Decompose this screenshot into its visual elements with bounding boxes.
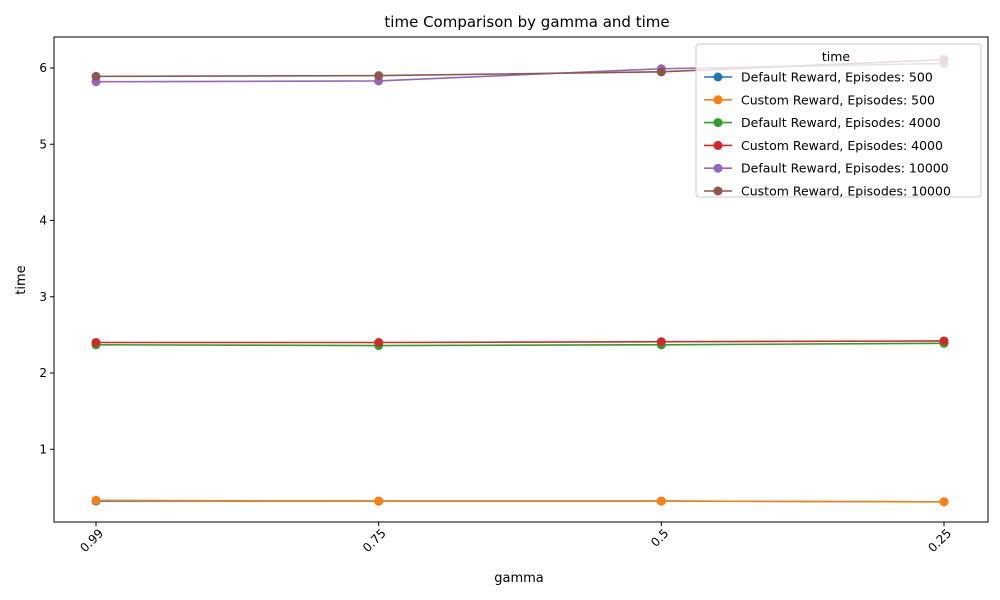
series-3 [91,338,949,351]
legend-swatch-marker [713,95,723,105]
legend-label: Default Reward, Episodes: 500 [741,70,933,85]
legend-swatch-marker [713,72,723,82]
data-point [374,338,384,347]
legend-swatch-marker [713,163,723,173]
x-tick-label: 0.75 [360,526,389,555]
data-point [91,495,101,505]
legend-box [695,43,982,198]
data-point [656,337,666,347]
legend-label: Default Reward, Episodes: 10000 [741,161,949,176]
data-point [939,336,949,346]
data-point [91,338,101,347]
y-tick-label: 2 [39,366,47,380]
plot-frame [53,36,989,523]
data-point [939,497,949,507]
y-axis: 1 2 3 4 5 6 [39,61,54,456]
legend-item: Default Reward, Episodes: 500 [704,70,933,85]
y-tick-label: 6 [39,61,47,75]
legend-item: Custom Reward, Episodes: 10000 [704,184,951,199]
legend-item: Custom Reward, Episodes: 4000 [704,138,943,153]
legend-title: time [822,49,851,64]
y-axis-label: time [14,265,29,294]
x-axis-label: gamma [494,571,544,586]
data-point [656,67,666,77]
x-tick-label: 0.5 [648,526,671,549]
series-line [96,340,945,344]
legend-item: Default Reward, Episodes: 4000 [704,115,941,130]
legend: time Default Reward, Episodes: 500 Custom… [695,43,982,199]
y-tick-label: 3 [39,290,47,304]
legend-swatch-marker [713,118,723,128]
y-tick-label: 4 [39,214,47,228]
data-point [374,496,384,506]
legend-swatch-marker [713,186,723,196]
y-tick-label: 1 [39,442,47,456]
x-tick-label: 0.99 [77,526,106,555]
y-tick-label: 5 [39,137,47,151]
legend-label: Default Reward, Episodes: 4000 [741,115,941,130]
chart-title: time Comparison by gamma and time [384,13,669,31]
data-point [656,496,666,506]
data-point [91,71,101,81]
series-line [95,499,945,503]
x-tick-label: 0.25 [925,526,954,555]
data-point [374,71,384,81]
x-axis: 0.99 0.75 0.5 0.25 [77,522,954,555]
legend-label: Custom Reward, Episodes: 10000 [741,184,951,199]
legend-item: Custom Reward, Episodes: 500 [704,92,935,107]
legend-items: Default Reward, Episodes: 500 Custom Rewa… [704,70,951,199]
series-2 [91,495,949,507]
series-4 [91,336,949,347]
legend-swatch-marker [713,140,723,150]
series-line [95,342,945,347]
legend-label: Custom Reward, Episodes: 500 [741,92,935,107]
legend-label: Custom Reward, Episodes: 4000 [741,138,943,153]
legend-item: Default Reward, Episodes: 10000 [704,161,949,176]
